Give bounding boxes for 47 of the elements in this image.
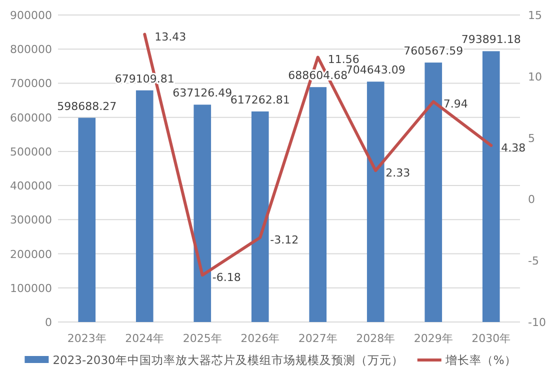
x-tick-label: 2027年 <box>298 332 338 345</box>
x-tick-label: 2028年 <box>356 332 396 345</box>
y-tick-label: 300000 <box>10 214 52 227</box>
y2-tick-label: 0 <box>528 193 535 206</box>
bar <box>366 82 384 322</box>
x-tick-label: 2026年 <box>240 332 280 345</box>
y2-tick-label: 10 <box>528 70 542 84</box>
x-tick-label: 2023年 <box>67 332 106 345</box>
y2-tick-label: -10 <box>528 316 546 329</box>
data-label: 2.33 <box>386 166 410 180</box>
data-label: 760567.59 <box>404 44 464 58</box>
data-label: 704643.09 <box>346 64 406 77</box>
bar <box>78 118 96 322</box>
x-tick-label: 2024年 <box>125 332 164 345</box>
x-tick-label: 2030年 <box>472 332 511 345</box>
legend-label: 增长率（%） <box>444 353 516 367</box>
data-label: 7.94 <box>443 98 468 111</box>
bar <box>251 111 269 322</box>
legend-label: 2023-2030年中国功率放大器芯片及模组市场规模及预测（万元） <box>52 353 404 367</box>
data-label: -6.18 <box>212 271 241 284</box>
x-tick-label: 2029年 <box>414 332 453 345</box>
bar <box>136 90 154 322</box>
data-label: 598688.27 <box>57 100 117 113</box>
y-tick-label: 200000 <box>10 248 52 261</box>
y-tick-label: 600000 <box>10 111 52 124</box>
y-tick-label: 500000 <box>10 145 52 158</box>
y-tick-label: 400000 <box>10 180 52 193</box>
data-label: -3.12 <box>270 234 299 247</box>
bar <box>424 62 442 322</box>
data-label: 637126.49 <box>172 86 232 100</box>
y-tick-label: 800000 <box>10 43 52 56</box>
y-tick-label: 0 <box>45 316 52 329</box>
bar <box>309 87 327 322</box>
data-label: 4.38 <box>501 141 526 154</box>
data-label: 617262.81 <box>230 93 290 106</box>
y-tick-label: 100000 <box>10 282 52 295</box>
bar <box>194 104 212 322</box>
data-label: 11.56 <box>328 53 360 66</box>
data-label: 793891.18 <box>461 33 521 46</box>
x-tick-label: 2025年 <box>182 332 222 345</box>
y-tick-label: 900000 <box>10 9 52 22</box>
data-label: 13.43 <box>154 30 186 44</box>
y2-tick-label: -5 <box>528 254 539 268</box>
y-tick-label: 700000 <box>10 77 52 90</box>
y2-tick-label: 5 <box>528 132 535 145</box>
bar <box>482 51 500 322</box>
y2-tick-label: 15 <box>528 9 542 22</box>
